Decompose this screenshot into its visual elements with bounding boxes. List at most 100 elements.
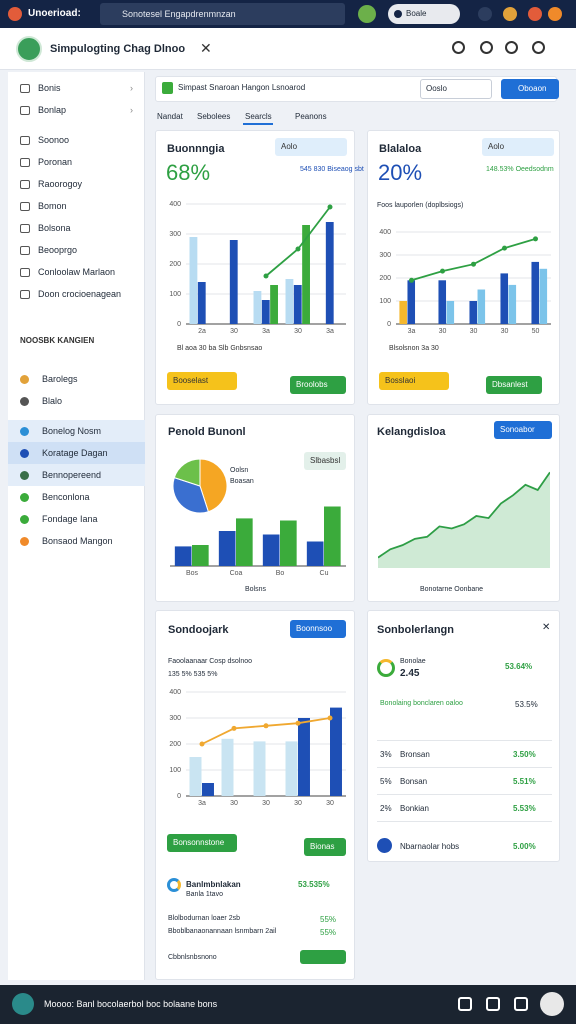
- close-icon[interactable]: ✕: [542, 622, 551, 633]
- y-tick-label: 0: [177, 793, 181, 800]
- menu-item[interactable]: Bomon: [38, 201, 67, 211]
- address-bar[interactable]: [100, 3, 345, 25]
- browser-icon[interactable]: [478, 7, 492, 21]
- task-avatar[interactable]: [540, 992, 564, 1016]
- menu-item[interactable]: Bennopereend: [42, 470, 102, 480]
- pill-text: Sonoabor: [500, 425, 535, 434]
- menu-item[interactable]: Fondage Iana: [42, 514, 98, 524]
- primary-btn-text: Oboaon: [518, 84, 547, 93]
- pill[interactable]: [379, 372, 449, 390]
- pill[interactable]: [494, 421, 552, 439]
- tab[interactable]: Searcls: [245, 112, 272, 121]
- menu-item[interactable]: Poronan: [38, 157, 73, 167]
- bar: [189, 237, 198, 324]
- bar: [446, 301, 455, 324]
- row-sub: Banla 1tavo: [186, 891, 223, 898]
- pill[interactable]: [482, 138, 554, 156]
- header-icon[interactable]: [505, 41, 518, 54]
- menu-item[interactable]: Koratage Dagan: [42, 448, 108, 458]
- menu-icon: [20, 106, 30, 115]
- browser-icon[interactable]: [528, 7, 542, 21]
- bar: [293, 285, 302, 324]
- tab[interactable]: Nandat: [157, 112, 183, 121]
- tab[interactable]: Peanons: [295, 112, 327, 121]
- close-icon[interactable]: ✕: [200, 40, 212, 56]
- chevron: ›: [130, 105, 133, 115]
- bar: [531, 261, 540, 324]
- pill[interactable]: [486, 376, 542, 394]
- task-icon[interactable]: [486, 997, 500, 1011]
- chart-note: 135 5% 535 5%: [168, 671, 218, 678]
- task-icon[interactable]: [12, 993, 34, 1015]
- x-tick-label: Cu: [320, 570, 329, 577]
- header-icon[interactable]: [480, 41, 493, 54]
- legend: Blsolsnon 3a 30: [389, 345, 439, 352]
- row-value: 5.00%: [513, 842, 536, 851]
- pill[interactable]: [304, 452, 346, 470]
- task-icon[interactable]: [458, 997, 472, 1011]
- menu-item[interactable]: Benconlona: [42, 492, 90, 502]
- menu-highlight: [8, 442, 145, 464]
- row-value: 3.50%: [513, 750, 536, 759]
- header-icon[interactable]: [532, 41, 545, 54]
- menu-item[interactable]: Raoorogoy: [38, 179, 83, 189]
- menu-item[interactable]: Conloolaw Marlaon: [38, 267, 116, 277]
- menu-icon: [20, 537, 29, 546]
- app-title: Simpulogting Chag Dlnoo: [50, 43, 186, 55]
- menu-highlight: [8, 464, 145, 486]
- menu-icon: [20, 224, 30, 233]
- pill[interactable]: [304, 838, 346, 856]
- y-tick-label: 0: [177, 321, 181, 328]
- bar: [325, 222, 334, 324]
- pill[interactable]: [290, 376, 346, 394]
- header-icon[interactable]: [452, 41, 465, 54]
- row-label: Bboblbanaonannaan lsnmbarn 2ail: [168, 928, 277, 935]
- row-label: Bronsan: [400, 750, 430, 759]
- menu-item[interactable]: Barolegs: [42, 374, 78, 384]
- menu-item[interactable]: Bonsaod Mangon: [42, 536, 113, 546]
- search-pill[interactable]: [388, 4, 460, 24]
- row-label: Bonolae: [400, 658, 426, 665]
- line-point: [502, 245, 507, 251]
- primary-btn[interactable]: [501, 79, 559, 99]
- pill[interactable]: [290, 620, 346, 638]
- menu-item[interactable]: Bolsona: [38, 223, 71, 233]
- y-tick-label: 0: [387, 321, 391, 328]
- search-dot: [394, 10, 402, 18]
- pill[interactable]: [167, 834, 237, 852]
- menu-item[interactable]: Doon crocioenagean: [38, 289, 122, 299]
- ext-icon[interactable]: [358, 5, 376, 23]
- x-tick-label: 30: [326, 800, 334, 807]
- menu-item[interactable]: Bonis: [38, 83, 61, 93]
- pill[interactable]: [275, 138, 347, 156]
- menu-item[interactable]: Blalo: [42, 396, 63, 406]
- pill[interactable]: [167, 372, 237, 390]
- menu-item[interactable]: Beooprgo: [38, 245, 78, 255]
- card-title: Sonbolerlangn: [377, 624, 454, 636]
- pill-text: Broolobs: [296, 380, 328, 389]
- menu-item[interactable]: Bonlap: [38, 105, 67, 115]
- browser-icon[interactable]: [503, 7, 517, 21]
- task-icon[interactable]: [514, 997, 528, 1011]
- kpi-note: 148.53% Oeedsodnm: [486, 166, 554, 173]
- field[interactable]: [420, 79, 492, 99]
- y-tick-label: 300: [379, 252, 391, 259]
- menu-icon: [20, 397, 29, 406]
- menu-item[interactable]: Bonelog Nosm: [42, 426, 102, 436]
- line-point: [295, 720, 301, 726]
- row-value: 53.535%: [298, 880, 330, 889]
- y-tick-label: 100: [169, 767, 181, 774]
- row-label: Banlmbnlakan: [186, 880, 241, 889]
- browser-icon[interactable]: [548, 7, 562, 21]
- bar: [197, 282, 206, 324]
- x-tick-label: 30: [501, 328, 509, 335]
- tab[interactable]: Sebolees: [197, 112, 231, 121]
- taskbar: [0, 985, 576, 1024]
- row-pill[interactable]: [300, 950, 346, 964]
- card-title: Penold Bunonl: [168, 426, 246, 438]
- menu-item[interactable]: Soonoo: [38, 135, 70, 145]
- x-tick-label: 30: [230, 800, 238, 807]
- legend: Bolsns: [245, 586, 267, 593]
- row-label: Cbbnlsnbsnono: [168, 954, 217, 961]
- x-tick-label: 3a: [198, 800, 206, 807]
